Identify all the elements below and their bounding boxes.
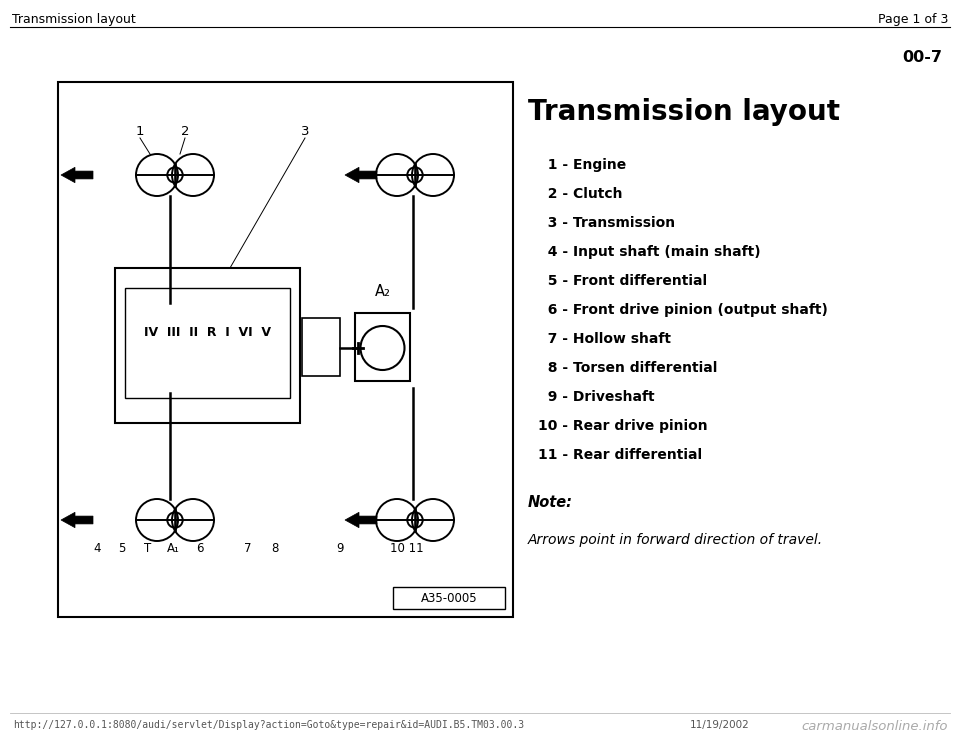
Text: A35-0005: A35-0005 (420, 591, 477, 605)
Text: IV  III  II  R  I  VI  V: IV III II R I VI V (144, 326, 271, 340)
Text: Transmission layout: Transmission layout (528, 98, 840, 126)
Text: 5: 5 (118, 542, 126, 555)
Text: Page 1 of 3: Page 1 of 3 (877, 13, 948, 26)
Text: 00-7: 00-7 (902, 50, 942, 65)
Text: 1: 1 (135, 125, 144, 138)
Text: 3 - Transmission: 3 - Transmission (538, 216, 675, 230)
Text: T: T (144, 542, 152, 555)
Polygon shape (61, 167, 93, 183)
Bar (115, 268, 300, 423)
Text: http://127.0.0.1:8080/audi/servlet/Display?action=Goto&type=repair&id=AUDI.B5.TM: http://127.0.0.1:8080/audi/servlet/Displ… (13, 720, 524, 730)
Text: Note:: Note: (528, 495, 573, 510)
Text: 6 - Front drive pinion (output shaft): 6 - Front drive pinion (output shaft) (538, 303, 828, 317)
Polygon shape (345, 512, 377, 528)
Polygon shape (61, 512, 93, 528)
Bar (125, 288, 290, 398)
Text: 8: 8 (272, 542, 278, 555)
Text: 10 - Rear drive pinion: 10 - Rear drive pinion (538, 419, 708, 433)
Text: carmanualsonline.info: carmanualsonline.info (802, 720, 948, 733)
Text: 4 - Input shaft (main shaft): 4 - Input shaft (main shaft) (538, 245, 760, 259)
Text: 11/19/2002: 11/19/2002 (690, 720, 750, 730)
Polygon shape (345, 167, 377, 183)
Text: 2: 2 (180, 125, 189, 138)
Text: 7 - Hollow shaft: 7 - Hollow shaft (538, 332, 671, 346)
Text: 6: 6 (196, 542, 204, 555)
Text: 9 - Driveshaft: 9 - Driveshaft (538, 390, 655, 404)
Bar (302, 318, 340, 376)
Text: 7: 7 (244, 542, 252, 555)
Text: 9: 9 (336, 542, 344, 555)
Text: A₁: A₁ (167, 542, 180, 555)
Bar (355, 313, 410, 381)
Text: 8 - Torsen differential: 8 - Torsen differential (538, 361, 717, 375)
Text: A₂: A₂ (374, 283, 391, 298)
Bar (393, 587, 505, 609)
Text: 3: 3 (300, 125, 309, 138)
Bar (58, 82, 513, 617)
Text: 10 11: 10 11 (390, 542, 423, 555)
Text: 4: 4 (93, 542, 101, 555)
Text: 1 - Engine: 1 - Engine (538, 158, 626, 172)
Text: Arrows point in forward direction of travel.: Arrows point in forward direction of tra… (528, 533, 823, 547)
Text: 11 - Rear differential: 11 - Rear differential (538, 448, 702, 462)
Text: 5 - Front differential: 5 - Front differential (538, 274, 708, 288)
Text: Transmission layout: Transmission layout (12, 13, 135, 26)
Text: 2 - Clutch: 2 - Clutch (538, 187, 622, 201)
